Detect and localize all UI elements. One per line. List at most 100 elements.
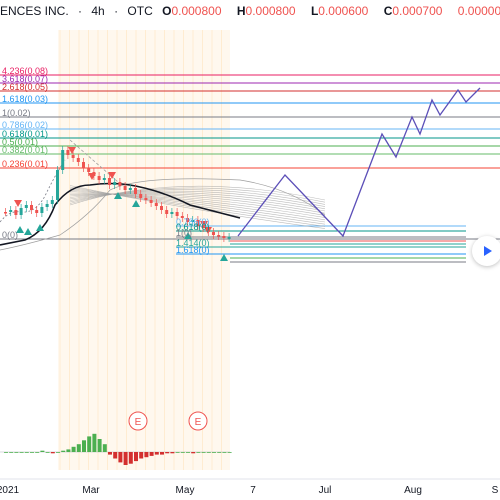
moving-average-line xyxy=(0,182,241,246)
candle-body[interactable] xyxy=(108,178,111,185)
candle-body[interactable] xyxy=(118,182,122,186)
fib-level-label: 0.236(0.01) xyxy=(2,159,48,169)
fib-level-label: 1.414(0) xyxy=(176,238,210,248)
candle-body[interactable] xyxy=(9,210,13,212)
candle-body[interactable] xyxy=(154,203,158,206)
histogram-bar xyxy=(30,452,34,453)
candle-body[interactable] xyxy=(175,212,179,216)
histogram-bar xyxy=(19,452,24,453)
histogram-bar xyxy=(217,452,222,453)
candle-body[interactable] xyxy=(191,220,195,222)
candle-body[interactable] xyxy=(144,198,148,200)
earnings-marker[interactable] xyxy=(128,411,148,431)
candle-body[interactable] xyxy=(113,182,117,185)
fan-line xyxy=(69,186,326,227)
fan-line xyxy=(69,192,326,218)
candle-body[interactable] xyxy=(149,200,153,203)
ohlc-open: O0.000800 xyxy=(162,4,222,18)
earnings-marker[interactable] xyxy=(188,411,208,431)
x-tick-label: May xyxy=(176,485,195,496)
fib-level-label: 0.382(0.01) xyxy=(2,145,48,155)
fib-level-label: 1(0) xyxy=(176,228,192,238)
histogram-bar xyxy=(196,452,201,453)
histogram-bar xyxy=(186,452,190,453)
histogram-bar xyxy=(170,452,175,454)
candle-body[interactable] xyxy=(165,210,169,214)
buy-signal-marker xyxy=(36,224,44,231)
candle-body[interactable] xyxy=(82,162,85,168)
fib-level-label: 4.236(0.08) xyxy=(2,66,48,76)
histogram-bar xyxy=(71,446,76,452)
candle-body[interactable] xyxy=(66,150,70,155)
candle-body[interactable] xyxy=(160,206,163,210)
trend-line[interactable] xyxy=(69,139,119,183)
fan-line xyxy=(69,193,326,216)
histogram-bar xyxy=(50,452,55,454)
x-tick-label: S xyxy=(492,485,499,496)
histogram-bar xyxy=(212,452,216,453)
x-tick-label: Mar xyxy=(82,485,100,496)
histogram-bar xyxy=(154,452,159,455)
candle-body[interactable] xyxy=(97,176,101,180)
projection-path[interactable] xyxy=(237,87,481,238)
candle-body[interactable] xyxy=(4,212,7,214)
scroll-to-realtime-button[interactable] xyxy=(472,236,500,266)
sell-signal-marker xyxy=(204,227,212,234)
histogram-bar xyxy=(87,436,92,452)
histogram-bar xyxy=(4,452,8,453)
candle-body[interactable] xyxy=(40,207,44,213)
candle-body[interactable] xyxy=(24,205,28,208)
candle-body[interactable] xyxy=(71,155,75,158)
candle-body[interactable] xyxy=(139,194,143,198)
candle-body[interactable] xyxy=(180,216,184,218)
histogram-bar xyxy=(134,452,138,462)
interval-label[interactable]: 4h xyxy=(91,4,105,18)
histogram-bar xyxy=(175,452,180,453)
candle-body[interactable] xyxy=(128,188,132,190)
candle-body[interactable] xyxy=(61,150,65,170)
histogram-bar xyxy=(128,452,133,464)
histogram-bar xyxy=(66,449,71,452)
header-separator: · xyxy=(114,4,119,18)
histogram-bar xyxy=(76,444,81,452)
candle-body[interactable] xyxy=(196,220,200,226)
buy-signal-marker xyxy=(220,254,228,261)
candle-body[interactable] xyxy=(201,226,205,228)
candle-body[interactable] xyxy=(56,170,59,200)
fan-line xyxy=(69,189,326,223)
candle-body[interactable] xyxy=(45,204,49,207)
ohlc-low: L0.000600 xyxy=(310,4,369,18)
candle-body[interactable] xyxy=(217,235,221,237)
candle-body[interactable] xyxy=(76,158,80,162)
candle-body[interactable] xyxy=(50,200,54,204)
fan-line xyxy=(69,190,326,207)
candle-body[interactable] xyxy=(14,210,18,215)
candle-body[interactable] xyxy=(227,237,231,239)
histogram-bar xyxy=(123,452,128,465)
candle-body[interactable] xyxy=(35,210,39,213)
candle-body[interactable] xyxy=(123,186,127,190)
candle-body[interactable] xyxy=(134,188,137,194)
candle-body[interactable] xyxy=(87,168,91,172)
earnings-label: E xyxy=(135,417,142,428)
histogram-bar xyxy=(45,452,50,453)
candle-body[interactable] xyxy=(30,205,33,210)
sell-signal-marker xyxy=(68,147,76,154)
fib-level-label: 0.618(0) xyxy=(176,222,210,232)
candle-body[interactable] xyxy=(102,178,106,180)
fan-line xyxy=(69,185,326,229)
candle-body[interactable] xyxy=(19,208,23,215)
fib-level-label: 1.618(0.03) xyxy=(2,94,48,104)
candle-body[interactable] xyxy=(222,236,226,238)
candle-body[interactable] xyxy=(170,212,174,214)
histogram-bar xyxy=(222,452,227,453)
ohlc-high: H0.000800 xyxy=(236,4,296,18)
candle-body[interactable] xyxy=(186,218,189,222)
histogram-bar xyxy=(61,450,66,452)
histogram-bar xyxy=(113,452,118,459)
fib-level-label: 1.618(0) xyxy=(176,245,210,255)
candle-body[interactable] xyxy=(212,232,215,235)
symbol-name[interactable]: ENCES INC. xyxy=(0,4,69,18)
